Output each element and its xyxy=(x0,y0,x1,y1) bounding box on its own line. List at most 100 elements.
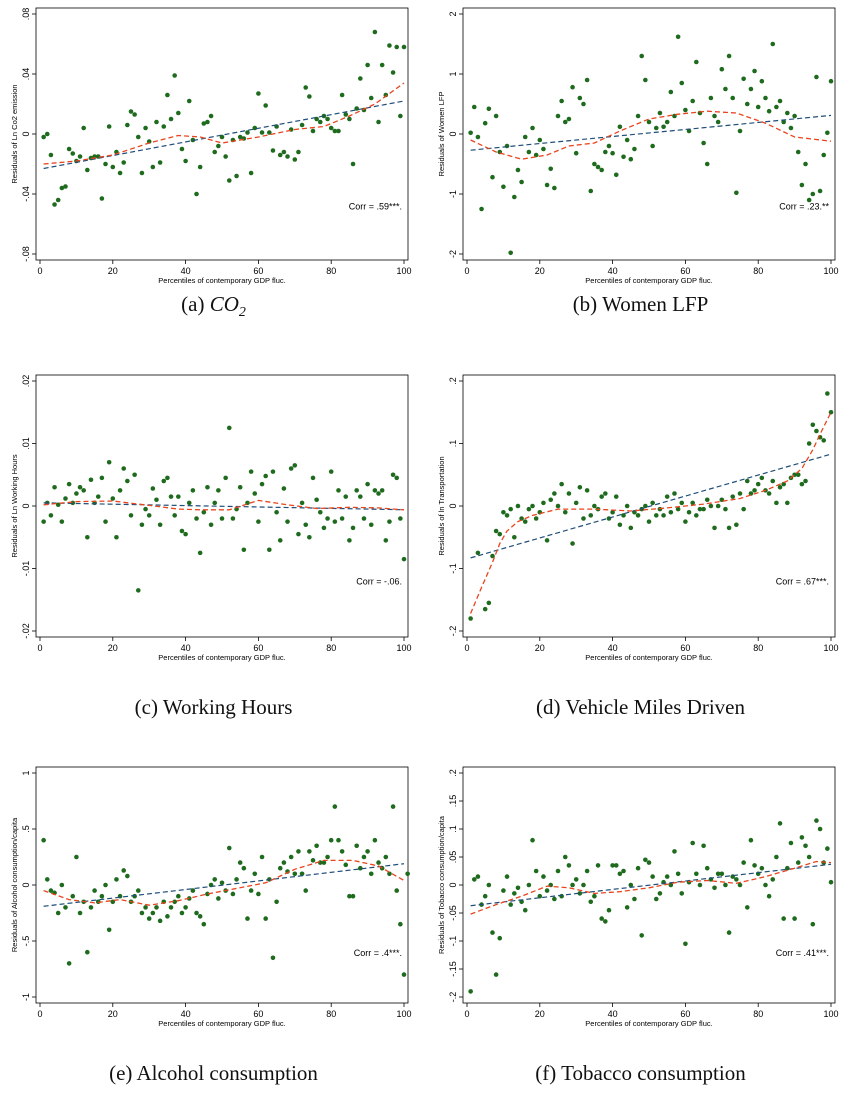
data-point xyxy=(176,110,181,116)
data-point xyxy=(562,854,568,860)
data-point xyxy=(577,484,583,490)
data-point xyxy=(522,519,528,524)
data-point xyxy=(234,173,239,179)
data-point xyxy=(223,154,228,159)
chart-alcohol: 0 20 40 60 80 100 -1 -.5 0 .5 1 Percentiles of cont… xyxy=(10,766,412,1028)
data-point xyxy=(219,880,225,886)
plot-frame xyxy=(462,7,836,261)
data-point xyxy=(770,877,776,882)
data-point xyxy=(307,94,312,99)
data-point xyxy=(482,893,488,899)
data-point xyxy=(205,119,210,125)
data-point xyxy=(737,882,743,888)
data-point xyxy=(668,882,674,888)
data-point xyxy=(277,152,283,158)
data-point xyxy=(610,509,615,515)
data-point xyxy=(679,80,685,86)
data-point xyxy=(44,877,50,882)
y-tick-label: -.04 xyxy=(21,186,31,202)
data-point xyxy=(679,500,685,506)
data-point xyxy=(114,534,119,540)
data-point xyxy=(672,849,677,854)
caption-co2: (a) CO2 xyxy=(0,292,427,321)
data-point xyxy=(154,119,159,125)
data-point xyxy=(664,119,670,125)
data-point xyxy=(66,146,72,152)
data-point xyxy=(241,547,247,553)
data-point xyxy=(624,905,630,910)
data-point xyxy=(588,188,594,194)
data-point xyxy=(55,197,61,203)
data-point xyxy=(281,860,287,865)
data-point xyxy=(299,871,305,877)
data-point xyxy=(814,74,819,80)
data-point xyxy=(552,896,557,902)
data-point xyxy=(154,905,159,910)
y-tick-label: -.5 xyxy=(21,936,31,947)
y-tick-label: .02 xyxy=(21,375,31,388)
data-point xyxy=(85,949,90,955)
data-point xyxy=(226,178,232,183)
data-point xyxy=(146,139,152,144)
chart-working-hours: 0 20 40 60 80 100 -.02 -.01 0 .01 .02 Percentiles o… xyxy=(10,374,412,662)
linear-fit-line xyxy=(43,100,405,170)
data-point xyxy=(48,152,54,158)
data-point xyxy=(230,516,236,521)
data-point xyxy=(219,516,225,521)
y-tick-label: .08 xyxy=(21,8,31,21)
data-point xyxy=(701,843,706,849)
caption-subscript: 2 xyxy=(238,305,246,321)
data-point xyxy=(350,161,356,167)
data-point xyxy=(139,910,145,916)
data-point xyxy=(336,128,341,134)
smoothed-fit-line xyxy=(43,859,405,906)
x-tick-label: 20 xyxy=(535,1009,545,1019)
data-point xyxy=(179,146,185,152)
data-point xyxy=(537,137,543,143)
data-point xyxy=(799,481,805,487)
data-point xyxy=(398,921,403,927)
data-point xyxy=(139,522,145,528)
x-tick-label: 40 xyxy=(181,1009,191,1019)
data-point xyxy=(581,516,586,521)
data-point xyxy=(172,73,177,78)
data-point xyxy=(686,509,692,515)
data-point xyxy=(150,486,156,491)
y-tick-label: .01 xyxy=(21,437,31,450)
data-point xyxy=(581,882,586,888)
data-point xyxy=(139,170,145,176)
data-point xyxy=(183,905,188,910)
y-tick-label: -.01 xyxy=(21,561,31,577)
y-tick-label: 0 xyxy=(448,503,458,508)
data-point xyxy=(508,250,513,256)
data-point xyxy=(741,506,746,512)
data-point xyxy=(606,907,612,913)
data-point xyxy=(172,513,177,518)
data-point xyxy=(259,854,265,860)
data-point xyxy=(277,865,283,871)
data-point xyxy=(358,865,363,871)
data-point xyxy=(74,854,79,860)
x-tick-label: 80 xyxy=(326,1009,336,1019)
y-tick-label: -.02 xyxy=(21,623,31,639)
data-point xyxy=(482,120,488,126)
data-point xyxy=(573,150,579,156)
data-point xyxy=(85,167,90,173)
data-point xyxy=(263,473,268,479)
x-axis-label: Percentiles of contemporary GDP fluc. xyxy=(585,1019,712,1028)
caption-text: Working Hours xyxy=(162,695,293,719)
data-point xyxy=(475,874,481,879)
data-point xyxy=(172,899,177,905)
data-point xyxy=(339,849,345,854)
data-point xyxy=(825,391,830,396)
x-tick-label: 20 xyxy=(535,643,545,653)
data-point xyxy=(358,494,363,499)
x-tick-label: 80 xyxy=(326,643,336,653)
caption-text: Tobacco consumption xyxy=(561,1061,746,1085)
data-point xyxy=(379,488,385,493)
data-point xyxy=(544,182,550,188)
smoothed-fit-line xyxy=(470,412,832,614)
caption-label: (f) xyxy=(535,1061,557,1085)
data-point xyxy=(795,149,801,155)
data-point xyxy=(186,98,192,104)
